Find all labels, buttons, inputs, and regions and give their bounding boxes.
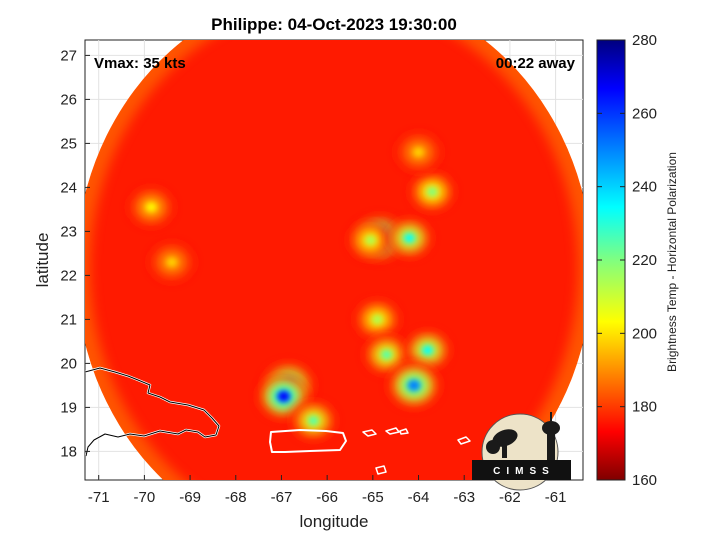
virgin-islands-coast	[362, 427, 409, 437]
x-tick-label: -71	[88, 489, 110, 506]
convection-feature	[365, 335, 409, 374]
convection-feature	[406, 331, 450, 369]
y-tick-label: 26	[60, 91, 77, 108]
y-tick-label: 21	[60, 311, 77, 328]
y-tick-label: 27	[60, 47, 77, 64]
colorbar-tick-label: 240	[632, 179, 657, 196]
convection-feature	[388, 363, 440, 408]
y-tick-label: 25	[60, 135, 77, 152]
convection-feature	[387, 219, 431, 257]
puerto-rico-coast	[269, 429, 347, 453]
y-tick-label: 18	[60, 443, 77, 460]
y-tick-label: 24	[60, 179, 77, 196]
water-tower-icon	[547, 428, 555, 460]
convection-feature	[397, 133, 441, 171]
x-tick-label: -62	[499, 489, 521, 506]
x-axis-ticks: -71 -70 -69 -68 -67 -66 -65 -64 -63 -62 -61	[88, 475, 567, 506]
colorbar-tick-label: 180	[632, 399, 657, 416]
coastline-outlines	[85, 366, 471, 475]
y-tick-label: 22	[60, 267, 77, 284]
y-tick-label: 23	[60, 223, 77, 240]
convection-feature	[355, 300, 399, 339]
logo-text: CIMSS	[493, 466, 555, 477]
colorbar-label: Brightness Temp - Horizontal Polarizatio…	[665, 152, 679, 372]
x-tick-label: -64	[408, 489, 430, 506]
x-tick-label: -67	[271, 489, 293, 506]
map-title: Philippe: 04-Oct-2023 19:30:00	[211, 15, 457, 34]
y-tick-label: 19	[60, 399, 77, 416]
colorbar-tick-label: 260	[632, 105, 657, 122]
cimss-logo: CIMSS	[472, 412, 571, 491]
colorbar-tick-label: 200	[632, 325, 657, 342]
x-tick-label: -66	[316, 489, 338, 506]
convection-feature	[349, 221, 393, 259]
x-tick-label: -61	[545, 489, 567, 506]
x-axis-label: longitude	[299, 512, 368, 531]
y-axis-label: latitude	[33, 233, 52, 288]
convection-feature	[258, 374, 310, 419]
time-away-label: 00:22 away	[496, 55, 576, 72]
convection-feature	[410, 173, 454, 211]
colorbar: 160 180 200 220 240 260 280 Brightness Temp - …	[596, 32, 679, 489]
x-tick-label: -70	[134, 489, 156, 506]
colorbar-tick-label: 280	[632, 32, 657, 49]
st-kitts-coast	[375, 465, 387, 475]
vmax-label: Vmax: 35 kts	[94, 55, 186, 72]
colorbar-ticks: 160 180 200 220 240 260 280	[597, 32, 657, 489]
anguilla-coast	[457, 436, 471, 445]
x-tick-label: -65	[362, 489, 384, 506]
x-tick-label: -69	[179, 489, 201, 506]
y-tick-label: 20	[60, 355, 77, 372]
convection-feature	[150, 243, 194, 281]
x-tick-label: -68	[225, 489, 247, 506]
convection-feature	[129, 188, 173, 226]
y-axis-ticks: 18 19 20 21 22 23 24 25 26 27	[60, 47, 90, 460]
colorbar-tick-label: 220	[632, 252, 657, 269]
satellite-dish-icon	[492, 429, 518, 447]
x-tick-label: -63	[453, 489, 475, 506]
colorbar-tick-label: 160	[632, 472, 657, 489]
plot-area: -71 -70 -69 -68 -67 -66 -65 -64 -63 -62 -61 18 19 20…	[60, 39, 584, 506]
convection-feature	[291, 401, 335, 440]
